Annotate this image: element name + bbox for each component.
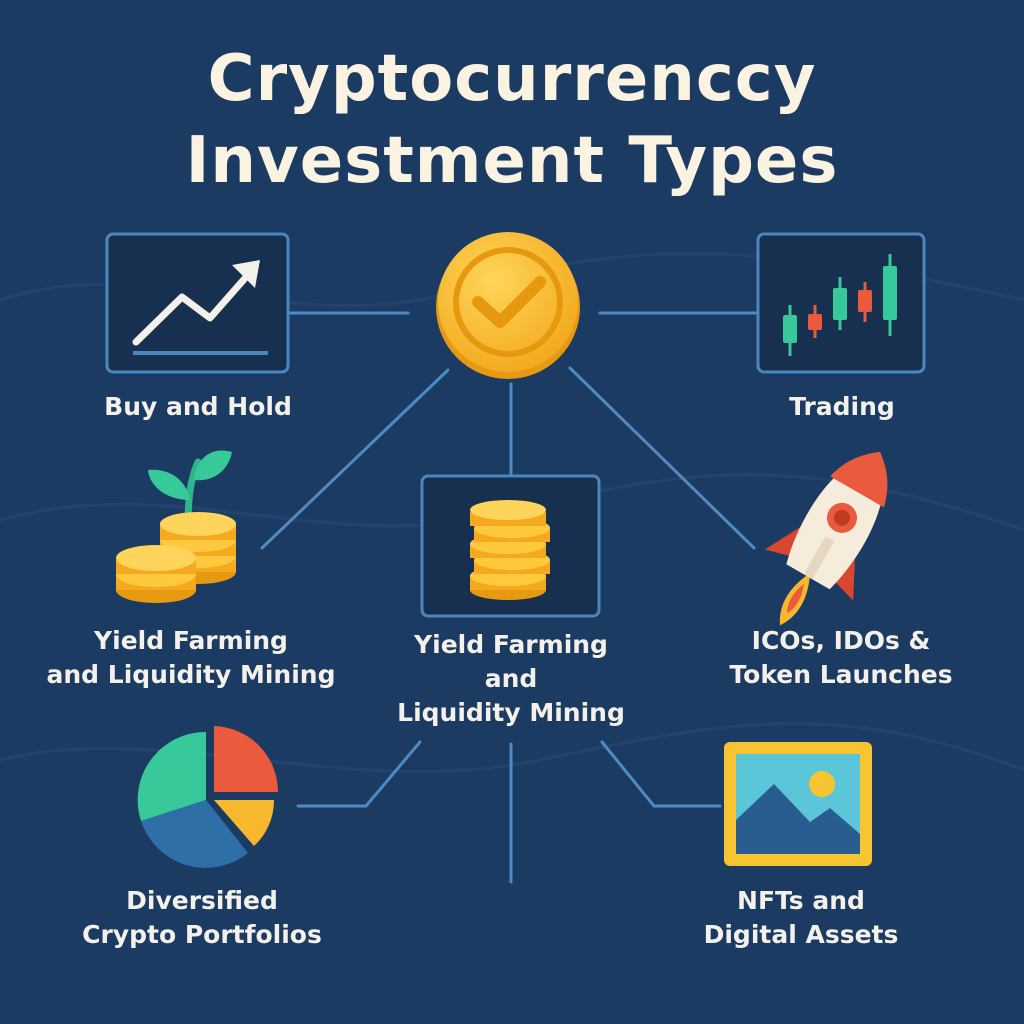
label-yield-center-line-3: Liquidity Mining	[397, 698, 625, 727]
title-line-1: Cryptocurrenccy	[207, 42, 817, 116]
label-yield-center: Yield Farming and Liquidity Mining	[370, 628, 652, 730]
label-diversified-line-1: Diversified	[126, 886, 278, 915]
connector-diversified	[296, 740, 422, 808]
label-diversified: Diversified Crypto Portfolios	[60, 884, 344, 952]
label-yield-left-line-1: Yield Farming	[94, 626, 288, 655]
label-trading: Trading	[730, 390, 954, 424]
label-nfts-line-1: NFTs and	[737, 886, 865, 915]
connector-icos	[568, 366, 756, 550]
label-buy-and-hold: Buy and Hold	[70, 390, 326, 424]
label-yield-center-line-2: and	[484, 664, 538, 693]
coin-stack-icon	[470, 500, 550, 600]
candlestick-chart-icon	[783, 254, 897, 356]
label-nfts: NFTs and Digital Assets	[676, 884, 926, 952]
label-icos: ICOs, IDOs & Token Launches	[706, 624, 976, 692]
pie-slice-yellow	[214, 800, 275, 846]
yield-center-card	[420, 474, 601, 618]
label-buy-and-hold-text: Buy and Hold	[104, 392, 292, 421]
page-title: Cryptocurrenccy Investment Types	[0, 38, 1024, 202]
trading-card	[756, 232, 926, 374]
label-yield-left-line-2: and Liquidity Mining	[46, 660, 336, 689]
label-nfts-line-2: Digital Assets	[703, 920, 899, 949]
connector-yield-left	[260, 368, 450, 550]
label-icos-line-1: ICOs, IDOs &	[751, 626, 931, 655]
coin-stack-sprout-icon	[116, 450, 236, 603]
label-icos-line-2: Token Launches	[729, 660, 953, 689]
connector-nfts	[600, 740, 722, 808]
buy-and-hold-card	[105, 232, 290, 374]
label-diversified-line-2: Crypto Portfolios	[82, 920, 322, 949]
label-yield-center-line-1: Yield Farming	[414, 630, 608, 659]
pie-slice-red	[214, 726, 278, 792]
title-line-2: Investment Types	[185, 124, 839, 198]
framed-picture-icon	[724, 742, 872, 866]
label-yield-left: Yield Farming and Liquidity Mining	[30, 624, 352, 692]
pie-chart-icon	[137, 726, 278, 868]
connector-lines	[260, 311, 758, 884]
rocket-icon	[764, 452, 888, 626]
gold-coin-checkmark-icon	[436, 232, 580, 379]
label-trading-text: Trading	[789, 392, 895, 421]
trend-chart-icon	[132, 260, 268, 355]
